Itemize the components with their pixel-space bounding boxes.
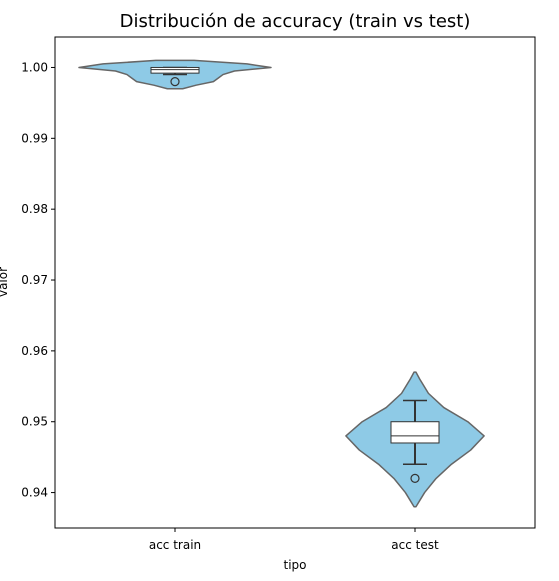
- violin-layer: [78, 59, 485, 508]
- y-tick-label: 0.94: [21, 486, 48, 500]
- y-tick-label: 0.97: [21, 273, 48, 287]
- x-axis: acc train acc test: [149, 528, 439, 552]
- box-iqr: [150, 66, 200, 74]
- y-tick-label: 0.99: [21, 131, 48, 145]
- box-iqr: [390, 421, 440, 444]
- outlier-point: [170, 77, 180, 87]
- y-axis: 0.94 0.95 0.96 0.97 0.98 0.99 1.00: [21, 60, 55, 500]
- outlier-point: [410, 473, 420, 484]
- chart-title: Distribución de accuracy (train vs test): [120, 11, 471, 32]
- y-tick-label: 0.98: [21, 202, 48, 216]
- x-axis-label: tipo: [284, 558, 307, 572]
- x-tick-label: acc test: [391, 538, 439, 552]
- y-tick-label: 0.95: [21, 415, 48, 429]
- y-axis-label: valor: [0, 267, 10, 297]
- y-tick-label: 1.00: [21, 60, 48, 74]
- x-tick-label: acc train: [149, 538, 201, 552]
- plot-frame: [54, 36, 536, 529]
- y-tick-label: 0.96: [21, 344, 48, 358]
